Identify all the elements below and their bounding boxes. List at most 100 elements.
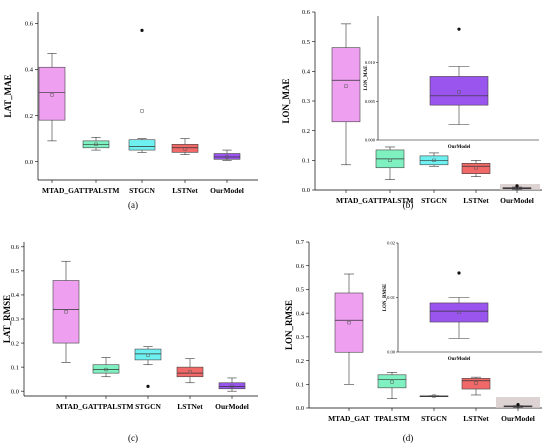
panel-3-inset-ytick-label-1: 0.01 xyxy=(387,295,395,300)
panel-3-xtick-label-4: OurModel xyxy=(501,414,535,423)
panel-2-y-axis-label: LAT_RMSE xyxy=(2,295,12,343)
panel-1-xtick-label-2: STGCN xyxy=(421,196,447,205)
panel-0-ytick-label-3: 0.6 xyxy=(25,21,34,28)
panel-1-ytick-label-1: 0.1 xyxy=(302,158,310,165)
panel-2-1-box xyxy=(92,357,120,378)
panel-label-d: (d) xyxy=(403,433,414,443)
panel-3-xtick-label-2: STGCN xyxy=(421,414,447,423)
panel-0-2-box xyxy=(128,28,156,153)
panel-0-y-axis-label: LAT_MAE xyxy=(3,74,13,117)
panel-1-2-box xyxy=(419,152,449,167)
panel-1-xtick-label-3: LSTNet xyxy=(463,196,489,205)
panel-2-2-mean xyxy=(146,353,150,357)
panel-1-ytick-label-2: 0.2 xyxy=(302,128,310,135)
panel-3-xtick-label-3: LSTNet xyxy=(463,414,489,423)
panel-3-inset-background xyxy=(398,243,542,352)
panel-1-xtick-label-0: MTAD_GATTPALSTM xyxy=(336,196,414,205)
panel-3-zoom-highlight xyxy=(496,397,540,408)
panel-3-ytick-label-7: 0.7 xyxy=(296,239,305,246)
panel-3-ytick-label-5: 0.5 xyxy=(296,287,304,294)
panel-2-2-box xyxy=(134,346,162,388)
panel-2-xtick-label-4: OurModel xyxy=(215,402,249,411)
panel-3-ytick-label-0: 0.0 xyxy=(296,405,304,412)
panel-1-1-mean xyxy=(388,158,392,162)
panel-0-3-iqr xyxy=(171,144,199,153)
panel-0-0-mean xyxy=(50,93,54,97)
panel-0-3-mean xyxy=(183,147,187,151)
panel-3-xtick-label-1: TPALSTM xyxy=(374,414,410,423)
panel-3-3-mean xyxy=(474,381,478,385)
panel-2-3-mean xyxy=(188,370,192,374)
panel-0-ytick-label-0: 0.0 xyxy=(25,159,33,166)
panel-2-0-mean xyxy=(64,310,68,314)
panel-2-ytick-label-6: 0.6 xyxy=(11,244,20,251)
panel-2-ytick-label-2: 0.2 xyxy=(11,340,19,347)
panel-2-4-mean xyxy=(230,384,234,389)
panel-1-y-axis-label: LON_MAE xyxy=(281,79,291,124)
panel-0-xtick-label-4: OurModel xyxy=(210,186,244,195)
panel-2-2-outlier-0 xyxy=(146,384,150,388)
panel-3-inset-mean xyxy=(457,310,461,314)
panel-2-2-iqr xyxy=(134,348,162,361)
panel-0-xtick-label-2: STGCN xyxy=(129,186,155,195)
panel-3-4-outlier-0 xyxy=(516,402,520,407)
panel-3-ytick-label-3: 0.3 xyxy=(296,334,304,341)
panel-label-a: (a) xyxy=(128,200,138,210)
panel-0-ytick-label-2: 0.4 xyxy=(25,67,34,74)
panel-3-xtick-label-0: MTAD_GAT xyxy=(328,414,370,423)
panel-2-1-iqr xyxy=(92,364,120,374)
panel-1-4-outlier-0 xyxy=(515,184,519,188)
panel-3-inset-ytick-label-2: 0.02 xyxy=(387,241,395,246)
panel-3-y-axis-label: LON_RMSE xyxy=(284,300,294,350)
panel-3-3-iqr xyxy=(461,378,491,390)
panel-1-3-iqr xyxy=(461,163,491,174)
panel-2-ytick-label-0: 0.0 xyxy=(11,388,19,395)
panel-3-1-box xyxy=(377,372,407,399)
panel-3-inset-y-axis-label: LON_RMSE xyxy=(383,283,388,311)
panel-3-ytick-label-2: 0.2 xyxy=(296,358,304,365)
panel-3-ytick-label-6: 0.6 xyxy=(296,263,305,270)
panel-3-ytick-label-1: 0.1 xyxy=(296,381,304,388)
panel-1-2-mean xyxy=(432,158,436,162)
panel-0-ytick-label-1: 0.2 xyxy=(25,113,33,120)
panel-2-ytick-label-4: 0.4 xyxy=(11,292,20,299)
panel-0-3-box xyxy=(171,138,199,155)
panel-1-ytick-label-0: 0.0 xyxy=(302,187,310,194)
panel-label-b: (b) xyxy=(403,200,414,210)
panel-1-3-mean xyxy=(474,166,478,170)
panel-1-ytick-label-4: 0.4 xyxy=(302,69,311,76)
panel-2-0-box xyxy=(52,260,80,363)
panel-3-0-mean xyxy=(347,320,351,325)
panel-3-2-box xyxy=(419,394,449,398)
panel-0-1-box xyxy=(82,137,110,151)
panel-0-xtick-label-0: MTAD_GATTPALSTM xyxy=(42,186,120,195)
panel-0-4-box xyxy=(213,149,241,161)
panel-1-ytick-label-3: 0.3 xyxy=(302,98,310,105)
panel-1-inset-x-axis-label: OurModel xyxy=(448,145,471,150)
panel-1-inset-ytick-label-1: 0.005 xyxy=(365,99,376,104)
panel-3-0-iqr xyxy=(334,292,364,353)
panel-2-3-iqr xyxy=(176,366,204,378)
panel-1-inset-y-axis-label: LON_MAE xyxy=(364,65,369,91)
panel-0-1-mean xyxy=(94,142,98,146)
panel-2-ytick-label-5: 0.5 xyxy=(11,268,19,275)
panel-1-ytick-label-6: 0.6 xyxy=(302,9,311,16)
panel-2-xtick-label-2: STGCN xyxy=(135,402,161,411)
panel-2-1-mean xyxy=(104,367,108,372)
panel-0-2-mean xyxy=(140,109,144,113)
panel-2-xtick-label-3: LSTNet xyxy=(177,402,203,411)
panel-2-4-box xyxy=(218,377,246,392)
panel-1-0-mean xyxy=(344,84,348,88)
panel-1-inset-mean xyxy=(457,90,461,94)
panel-1-0-box xyxy=(331,23,361,166)
panel-2-0-iqr xyxy=(52,280,80,344)
panel-label-c: (c) xyxy=(128,433,138,443)
panel-3-0-box xyxy=(334,273,364,385)
panel-0-0-box xyxy=(38,53,66,142)
panel-3-inset-outlier-0 xyxy=(457,271,461,275)
panel-3-1-iqr xyxy=(377,374,407,389)
panel-0-xtick-label-3: LSTNet xyxy=(172,186,198,195)
panel-1-inset-box xyxy=(429,27,489,125)
panel-3-4-box xyxy=(503,402,533,408)
